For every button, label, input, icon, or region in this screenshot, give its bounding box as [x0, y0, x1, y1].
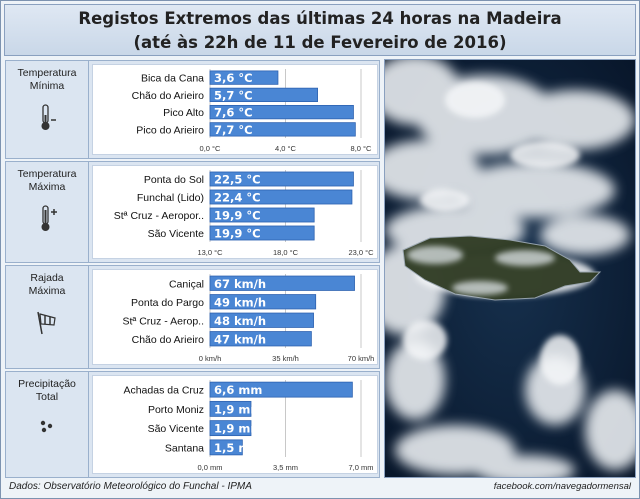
chart-area: 13,0 °C 18,0 °C 23,0 °C Ponta do Sol 22,5 °C… [92, 165, 378, 259]
bar [209, 87, 318, 103]
windsock-icon [37, 311, 56, 335]
category-label: Chão do Arieiro [132, 334, 205, 346]
data-label: 19,9 °C [214, 227, 261, 241]
bar [209, 439, 243, 456]
panel-label: Precipitação Total [6, 372, 89, 477]
bar [209, 381, 353, 398]
data-label: 5,7 °C [214, 88, 253, 102]
data-label: 49 km/h [214, 295, 266, 309]
satellite-image [384, 59, 636, 478]
bar-chart-rajada-maxima: 0 km/h 35 km/h 70 km/h Caniçal 67 km/h Ponta … [123, 274, 375, 363]
panel-label-line1: Precipitação [18, 378, 76, 390]
panel-label: Temperatura Mínima [6, 61, 89, 158]
data-label: 22,5 °C [214, 173, 261, 187]
panel-label-line1: Temperatura [17, 67, 77, 79]
bar [209, 294, 317, 310]
category-label: Stª Cruz - Aeropor.. [114, 210, 204, 222]
thermometer-plus-icon [41, 205, 57, 231]
category-label: Santana [165, 442, 204, 454]
data-label: 1,9 mm [214, 422, 262, 436]
data-label: 47 km/h [214, 332, 266, 346]
x-tick-label: 13,0 °C [197, 248, 223, 257]
x-tick-label: 18,0 °C [273, 248, 299, 257]
category-label: São Vicente [148, 423, 205, 435]
thermometer-minus-icon [41, 104, 56, 130]
x-tick-label: 70 km/h [348, 354, 375, 363]
bar-chart-temperatura-minima: 0,0 °C 4,0 °C 8,0 °C Bica da Cana 3,6 °C Chão… [132, 69, 373, 153]
title-banner: Registos Extremos das últimas 24 horas n… [4, 4, 636, 56]
bar [209, 207, 315, 223]
category-label: Achadas da Cruz [123, 385, 204, 397]
data-label: 6,6 mm [214, 383, 262, 397]
panel-label-line2: Máxima [28, 181, 66, 193]
panel-label: Rajada Máxima [6, 266, 89, 368]
data-label: 1,9 mm [214, 402, 262, 416]
bar-chart-precipitacao-total: 0,0 mm 3,5 mm 7,0 mm Achadas da Cruz 6,6 mm P… [123, 380, 374, 472]
category-label: Caniçal [169, 278, 204, 290]
data-label: 19,9 °C [214, 209, 261, 223]
panel-rajada-maxima: Rajada Máxima 0 km/h 35 km/h 70 km/h Caniça… [5, 265, 380, 369]
bar-chart-temperatura-maxima: 13,0 °C 18,0 °C 23,0 °C Ponta do Sol 22,5 °C… [114, 170, 374, 257]
data-label: 22,4 °C [214, 191, 261, 205]
panel-temperatura-maxima: Temperatura Máxima 13,0 °C 18,0 °C 23,0 °C… [5, 161, 380, 263]
bar [209, 420, 252, 437]
satellite-cloud-map [385, 60, 635, 477]
x-tick-label: 0,0 °C [200, 144, 222, 153]
bar [209, 331, 312, 347]
page-subtitle: (até às 22h de 11 de Fevereiro de 2016) [133, 33, 507, 52]
data-label: 3,6 °C [214, 71, 253, 85]
x-tick-label: 8,0 °C [351, 144, 373, 153]
x-tick-label: 35 km/h [272, 354, 299, 363]
bar [209, 189, 353, 205]
category-label: Stª Cruz - Aerop.. [123, 315, 205, 327]
bar [209, 312, 314, 328]
data-label: 48 km/h [214, 314, 266, 328]
chart-area: 0 km/h 35 km/h 70 km/h Caniçal 67 km/h Ponta … [92, 269, 378, 365]
chart-area: 0,0 °C 4,0 °C 8,0 °C Bica da Cana 3,6 °C Chão… [92, 64, 378, 155]
x-tick-label: 23,0 °C [348, 248, 374, 257]
category-label: Pico do Arieiro [136, 124, 204, 136]
data-label: 67 km/h [214, 277, 266, 291]
panel-label-line2: Total [35, 391, 59, 403]
x-tick-label: 0,0 mm [197, 463, 222, 472]
category-label: Chão do Arieiro [132, 90, 205, 102]
panel-label: Temperatura Máxima [6, 162, 89, 262]
category-label: Ponta do Sol [144, 174, 204, 186]
bar [209, 122, 356, 137]
bar [209, 171, 354, 187]
category-label: Ponta do Pargo [131, 297, 204, 309]
data-source-note: Dados: Observatório Meteorológico do Fun… [9, 481, 252, 492]
facebook-credit: facebook.com/navegadormensal [493, 481, 631, 492]
category-label: Funchal (Lido) [137, 192, 204, 204]
panel-label-line1: Rajada [30, 272, 64, 284]
panel-temperatura-minima: Temperatura Mínima 0,0 °C 4,0 °C 8,0 °C Bic… [5, 60, 380, 159]
category-label: Pico Alto [163, 107, 204, 119]
data-label: 1,5 mm [214, 441, 262, 455]
panel-precipitacao-total: Precipitação Total 0,0 mm 3,5 mm 7,0 mm Ach… [5, 371, 380, 478]
bar [209, 225, 315, 241]
data-label: 7,7 °C [214, 123, 253, 137]
panel-label-line2: Máxima [28, 285, 66, 297]
data-label: 7,6 °C [214, 106, 253, 120]
bar [209, 275, 355, 291]
bar [209, 70, 279, 85]
category-label: Bica da Cana [141, 73, 204, 85]
category-label: Porto Moniz [148, 404, 204, 416]
chart-area: 0,0 mm 3,5 mm 7,0 mm Achadas da Cruz 6,6 mm P… [92, 375, 378, 474]
x-tick-label: 0 km/h [199, 354, 222, 363]
x-tick-label: 3,5 mm [273, 463, 298, 472]
category-label: São Vicente [148, 228, 205, 240]
bar [209, 104, 354, 120]
rain-drops-icon [40, 420, 53, 433]
panel-label-line1: Temperatura [17, 168, 77, 180]
x-tick-label: 7,0 mm [348, 463, 373, 472]
panel-label-line2: Mínima [29, 80, 65, 92]
bar [209, 400, 252, 417]
x-tick-label: 4,0 °C [275, 144, 297, 153]
page-title: Registos Extremos das últimas 24 horas n… [78, 9, 562, 28]
